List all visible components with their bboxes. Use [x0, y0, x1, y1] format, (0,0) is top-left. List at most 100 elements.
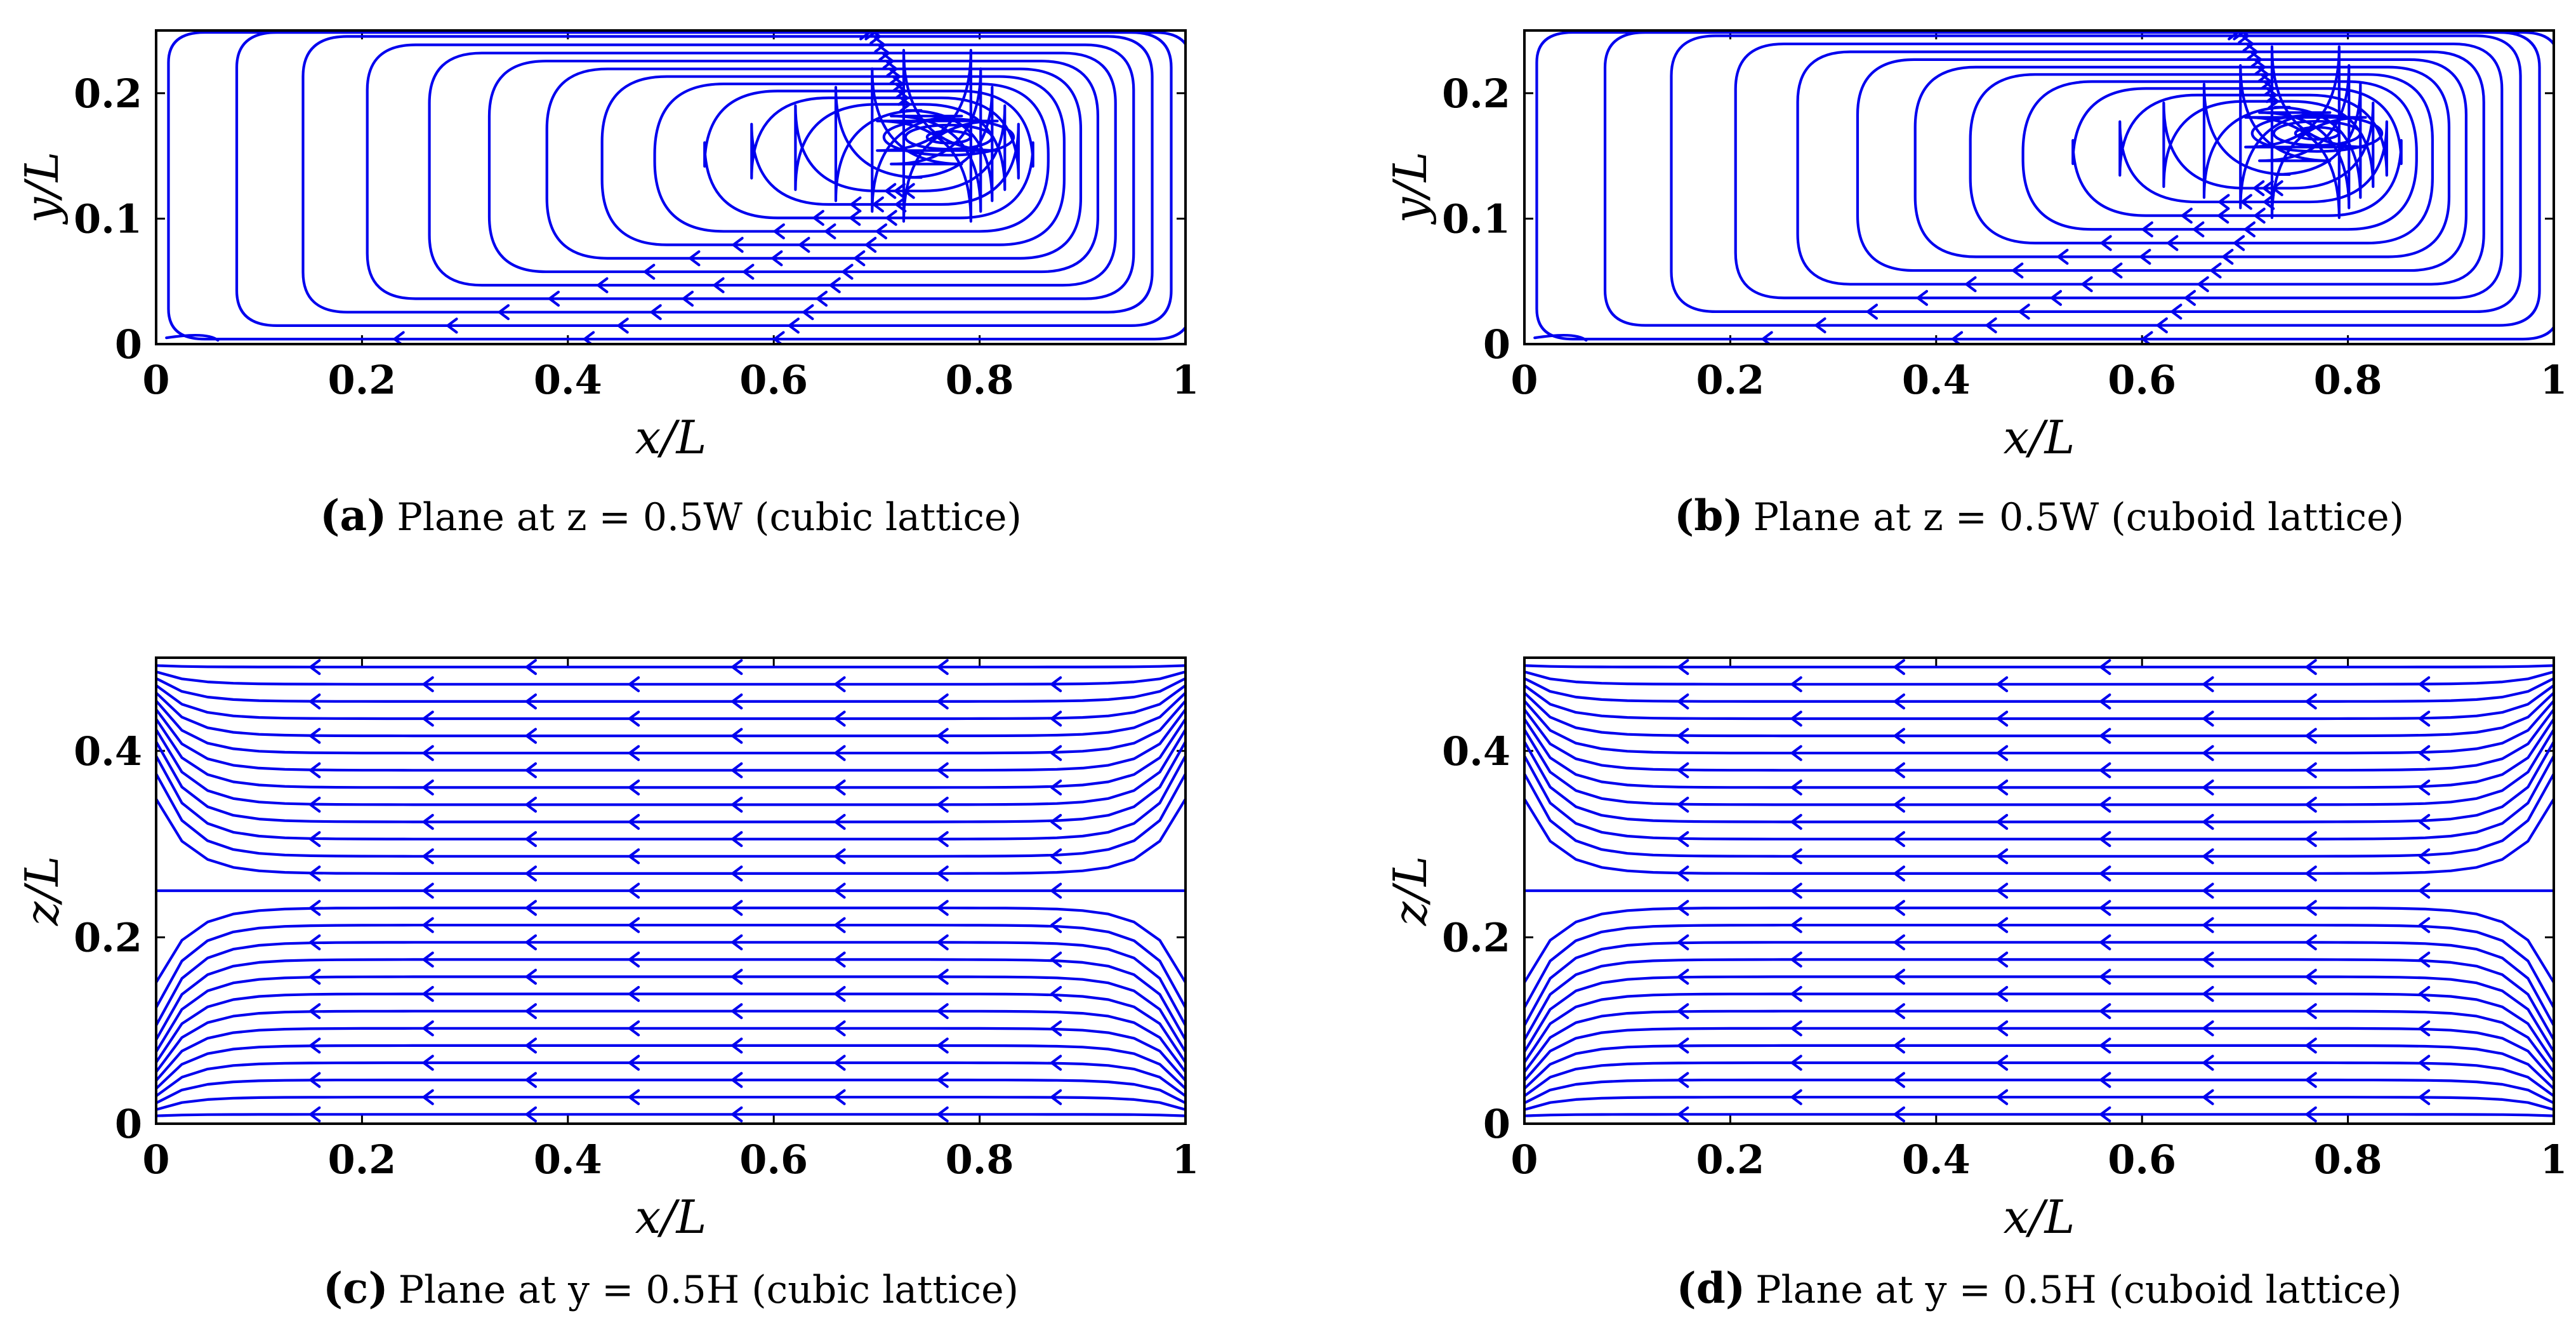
streamline-arrow: [829, 277, 841, 293]
streamline: [2202, 83, 2362, 199]
streamline-arrow: [937, 934, 949, 950]
streamline: [156, 717, 1186, 789]
streamline-arrow: [309, 796, 321, 813]
streamline: [156, 708, 1186, 772]
streamline-arrow: [1790, 917, 1802, 933]
streamline-arrow: [937, 1106, 949, 1122]
streamline-arrow: [525, 1106, 538, 1122]
streamline: [156, 958, 1186, 1041]
streamlines: [156, 659, 1186, 1122]
streamline-arrow: [1050, 813, 1062, 830]
streamline-arrow: [2222, 248, 2234, 265]
streamline-arrow: [2419, 882, 2431, 899]
streamline-arrow: [816, 290, 828, 307]
streamline: [1524, 924, 2554, 1009]
streamline-arrow: [2271, 180, 2283, 197]
streamline-arrow: [309, 831, 321, 848]
y-axis-label: y/L: [1384, 152, 1437, 225]
streamline-arrow: [1050, 779, 1062, 795]
streamline-arrow: [525, 1003, 538, 1020]
streamline: [156, 924, 1186, 1009]
streamline-arrow: [2141, 221, 2153, 237]
streamline-arrow: [886, 60, 898, 77]
streamline-arrow: [1893, 693, 1906, 710]
streamline: [1524, 958, 2554, 1041]
streamline: [1524, 797, 2554, 875]
streamline-arrow: [2156, 317, 2168, 334]
streamline-arrow: [1997, 1020, 2009, 1037]
streamline-arrow: [2419, 951, 2431, 968]
streamline: [156, 684, 1186, 721]
streamline: [1524, 941, 2554, 1027]
streamline: [1524, 754, 2554, 841]
streamline-arrow: [309, 1106, 321, 1122]
streamline-arrow: [2419, 710, 2431, 727]
vortex-loop: [2250, 114, 2384, 153]
streamline-arrow: [1997, 917, 2009, 933]
streamline-arrow: [525, 659, 538, 675]
streamline-arrow: [628, 676, 640, 693]
streamline-arrow: [731, 728, 743, 744]
streamline: [1524, 664, 2554, 669]
streamline-arrow: [628, 1089, 640, 1105]
streamline-arrow: [798, 237, 810, 253]
streamline-arrow: [1893, 1003, 1906, 1020]
streamline-arrow: [525, 1037, 538, 1054]
x-tick-label: 0.2: [1696, 1136, 1764, 1183]
streamline-arrow: [2099, 728, 2111, 744]
streamline: [156, 1078, 1186, 1105]
streamline-arrow: [1790, 951, 1802, 968]
x-tick-label: 0.4: [1902, 1136, 1971, 1183]
streamline-arrow: [937, 728, 949, 744]
streamline-arrow: [525, 796, 538, 813]
streamline-arrow: [1893, 796, 1906, 813]
streamline-arrow: [309, 693, 321, 710]
streamline: [1524, 717, 2554, 789]
streamline-arrow: [1790, 676, 1802, 693]
streamline-arrow: [1677, 831, 1689, 848]
axes-frame-top: [1523, 656, 2555, 1125]
streamline: [156, 1027, 1186, 1082]
streamline: [156, 1061, 1186, 1098]
axes-frame-top: [1523, 29, 2555, 345]
streamline: [600, 75, 1066, 246]
streamline: [1856, 58, 2468, 272]
streamline-arrow: [1893, 1072, 1906, 1088]
x-axis-label: x/L: [2004, 411, 2075, 464]
caption-text: Plane at y = 0.5H (cubic lattice): [399, 1268, 1019, 1312]
streamline-arrow: [617, 317, 629, 334]
streamline-arrow: [885, 210, 897, 226]
streamline-arrow: [1893, 1037, 1906, 1054]
streamline: [794, 103, 1007, 192]
streamline-arrow: [422, 1089, 434, 1105]
streamline-arrow: [1050, 986, 1062, 1002]
x-tick-label: 0: [1510, 1136, 1538, 1183]
streamline-arrow: [731, 1037, 743, 1054]
streamline: [1524, 684, 2554, 721]
streamline-arrow: [824, 223, 836, 240]
streamline-arrow: [525, 762, 538, 778]
streamline: [167, 30, 1186, 341]
streamline-arrow: [874, 37, 886, 53]
streamline-arrow: [628, 813, 640, 830]
x-tick-label: 0.8: [2314, 357, 2382, 403]
streamline-arrow: [937, 1003, 949, 1020]
streamline-arrow: [1790, 779, 1802, 795]
x-axis-label: x/L: [2004, 1190, 2075, 1244]
streamline-arrow: [731, 762, 743, 778]
streamline-arrow: [878, 44, 890, 62]
subplot-caption: (a) Plane at z = 0.5W (cubic lattice): [320, 491, 1022, 540]
streamline-arrow: [731, 693, 743, 710]
streamline: [156, 699, 1186, 755]
streamline-arrow: [2202, 1055, 2214, 1071]
streamline-arrow: [2202, 848, 2214, 865]
streamline-arrow: [2305, 865, 2317, 882]
caption-letter: (b): [1674, 491, 1743, 540]
streamline-arrow: [731, 659, 743, 675]
streamline-arrow: [849, 210, 861, 226]
streamline-arrow: [1985, 317, 1997, 334]
streamline-arrow: [2099, 1037, 2111, 1054]
streamline-arrow: [628, 917, 640, 933]
streamline-arrow: [2305, 900, 2317, 916]
streamline-arrow: [309, 728, 321, 744]
